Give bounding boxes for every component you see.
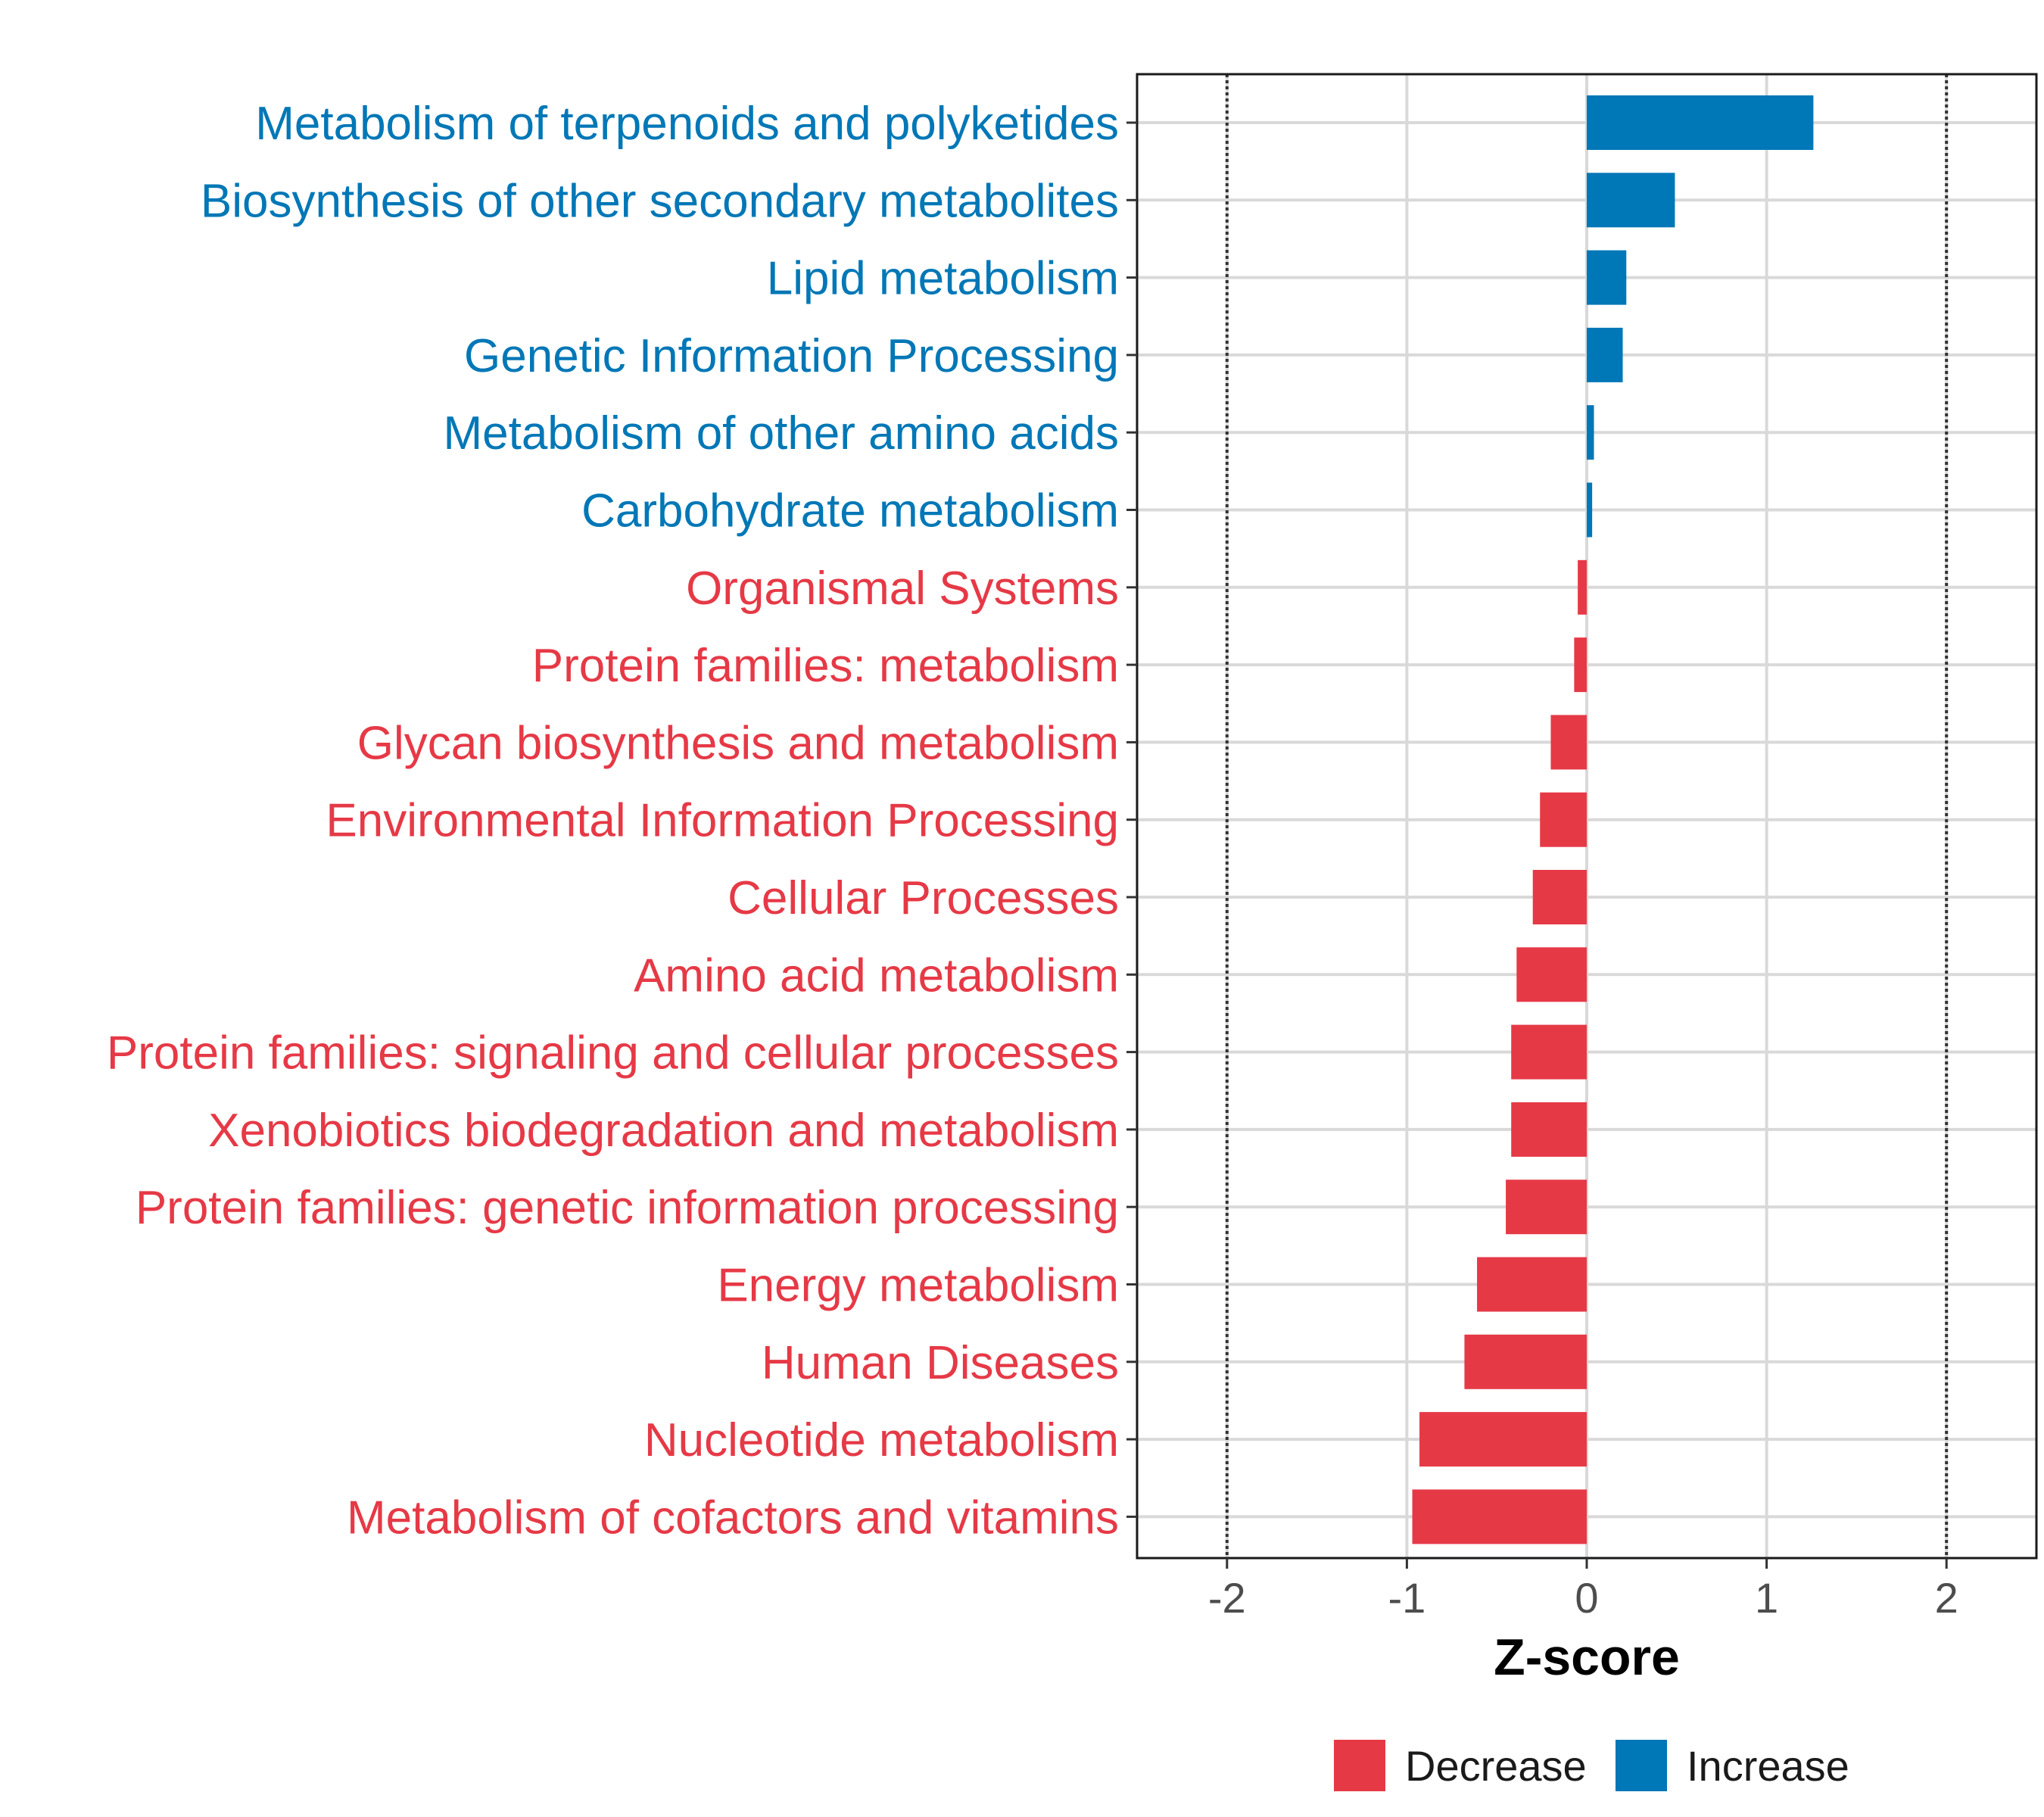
bar-14 xyxy=(1506,1180,1587,1235)
legend: Decrease Increase xyxy=(1334,1740,1849,1791)
category-label-0: Metabolism of terpenoids and polyketides xyxy=(255,98,1119,150)
category-label-9: Environmental Information Processing xyxy=(326,795,1119,847)
x-tick-label-4: 2 xyxy=(1935,1574,1958,1622)
legend-label-increase: Increase xyxy=(1687,1742,1849,1790)
category-label-17: Nucleotide metabolism xyxy=(644,1414,1119,1466)
bar-13 xyxy=(1511,1102,1587,1157)
bar-5 xyxy=(1587,482,1593,538)
reference-lines xyxy=(1225,74,1949,1558)
category-label-18: Metabolism of cofactors and vitamins xyxy=(347,1491,1119,1544)
category-label-3: Genetic Information Processing xyxy=(464,330,1119,382)
category-label-8: Glycan biosynthesis and metabolism xyxy=(357,717,1119,769)
bar-6 xyxy=(1578,559,1587,615)
category-label-1: Biosynthesis of other secondary metaboli… xyxy=(201,175,1119,227)
bar-17 xyxy=(1419,1412,1587,1467)
category-label-6: Organismal Systems xyxy=(686,563,1119,615)
bar-10 xyxy=(1532,870,1587,924)
category-label-7: Protein families: metabolism xyxy=(532,640,1119,692)
category-label-16: Human Diseases xyxy=(762,1337,1119,1389)
bar-4 xyxy=(1587,405,1594,460)
bar-0 xyxy=(1587,95,1814,150)
y-axis-labels: Metabolism of terpenoids and polyketides… xyxy=(107,98,1119,1544)
bar-11 xyxy=(1516,947,1587,1002)
bar-18 xyxy=(1412,1489,1587,1544)
x-tick-label-3: 1 xyxy=(1755,1574,1778,1622)
x-axis-title: Z-score xyxy=(1494,1628,1680,1686)
category-label-12: Protein families: signaling and cellular… xyxy=(107,1027,1119,1080)
category-label-4: Metabolism of other amino acids xyxy=(443,407,1119,460)
bar-8 xyxy=(1550,715,1587,770)
y-axis-ticks xyxy=(1126,121,1137,1518)
category-label-2: Lipid metabolism xyxy=(767,253,1119,305)
x-tick-label-0: -2 xyxy=(1208,1574,1246,1622)
x-tick-label-2: 0 xyxy=(1575,1574,1598,1622)
bar-1 xyxy=(1587,173,1675,228)
bar-9 xyxy=(1540,792,1587,847)
legend-swatch-decrease xyxy=(1334,1740,1385,1791)
legend-label-decrease: Decrease xyxy=(1405,1742,1587,1790)
bar-layer xyxy=(1412,95,1814,1544)
bar-15 xyxy=(1477,1257,1587,1312)
x-tick-label-1: -1 xyxy=(1388,1574,1426,1622)
category-label-13: Xenobiotics biodegradation and metabolis… xyxy=(208,1105,1119,1157)
x-axis-ticks: -2 -1 0 1 2 xyxy=(1208,1558,1958,1622)
legend-swatch-increase xyxy=(1616,1740,1667,1791)
bar-7 xyxy=(1574,637,1587,693)
bar-16 xyxy=(1464,1334,1587,1389)
bar-12 xyxy=(1511,1024,1587,1080)
category-label-5: Carbohydrate metabolism xyxy=(581,485,1119,538)
category-label-11: Amino acid metabolism xyxy=(634,949,1119,1002)
category-label-14: Protein families: genetic information pr… xyxy=(136,1182,1119,1234)
category-label-15: Energy metabolism xyxy=(717,1260,1119,1312)
bar-2 xyxy=(1587,250,1627,305)
category-label-10: Cellular Processes xyxy=(728,872,1119,924)
bar-3 xyxy=(1587,327,1623,382)
